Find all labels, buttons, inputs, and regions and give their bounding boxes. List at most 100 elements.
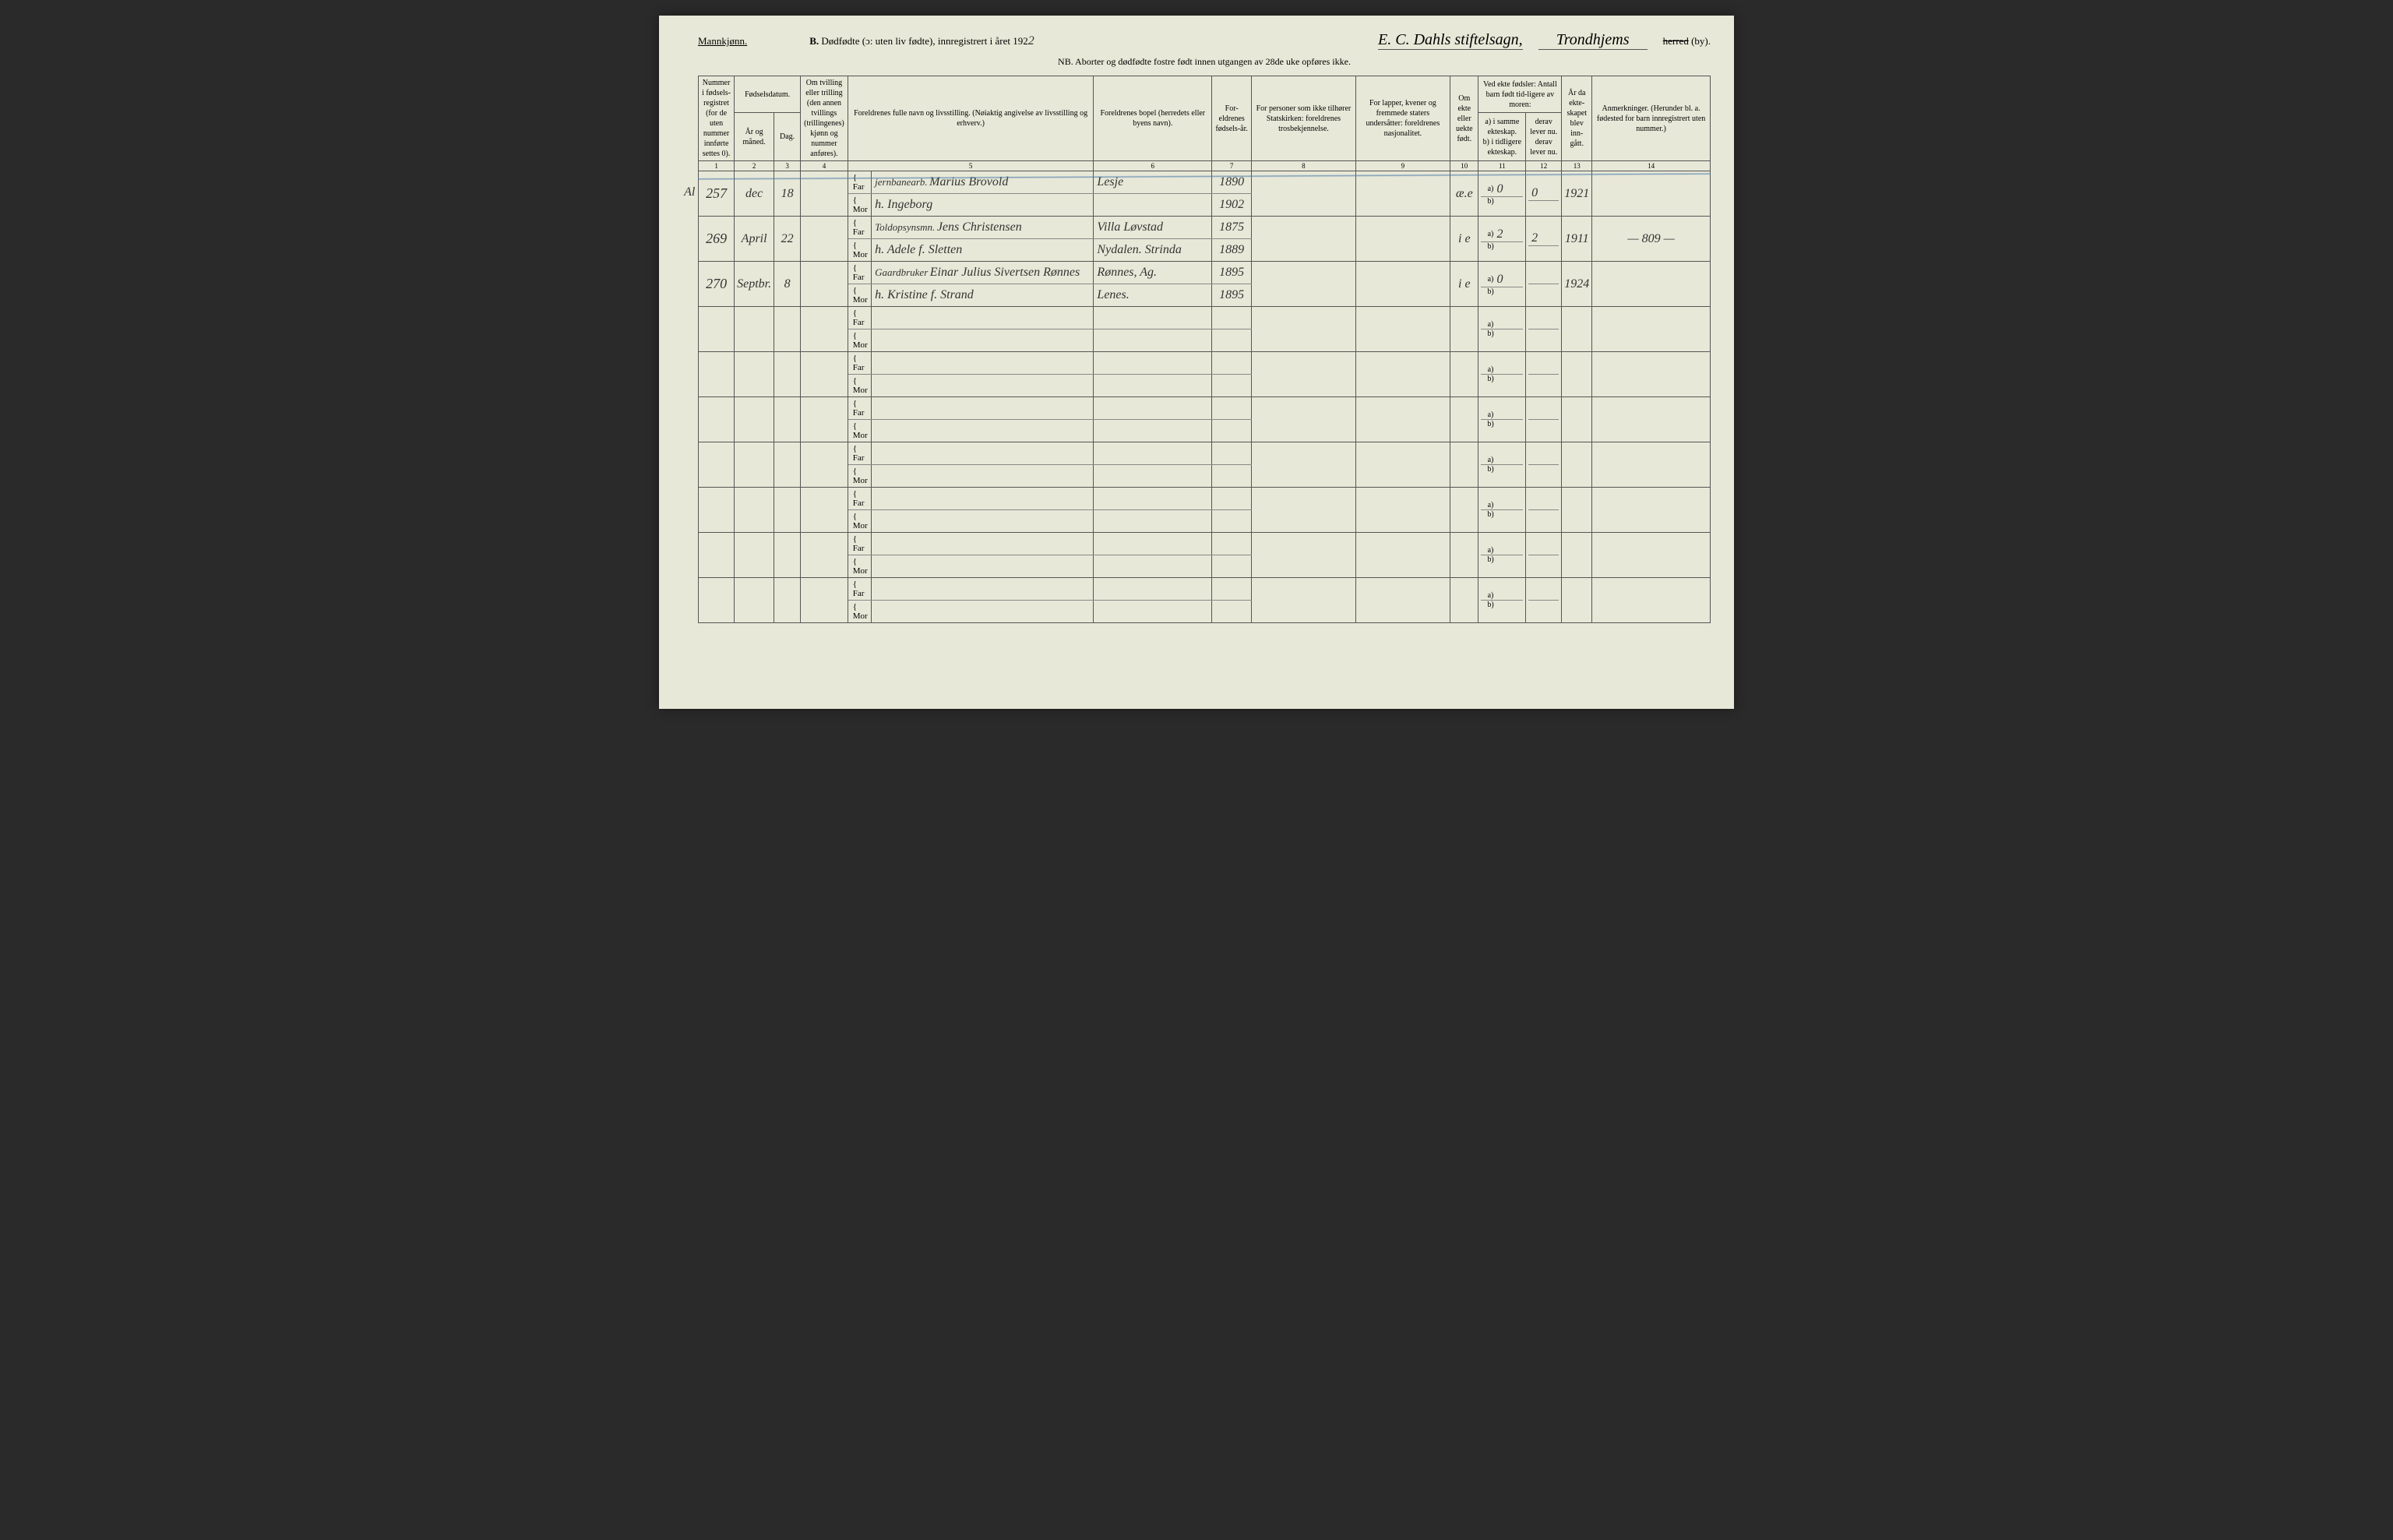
cell xyxy=(699,352,735,397)
cell: Nydalen. Strinda xyxy=(1094,239,1212,262)
cell xyxy=(1212,601,1252,623)
district-field: Trondhjems xyxy=(1538,31,1648,50)
table-row: { Fara)b) xyxy=(699,307,1711,329)
cell: a)0b) xyxy=(1478,171,1526,217)
cell xyxy=(774,307,801,352)
cell: Septbr. xyxy=(735,262,774,307)
colnum-9: 9 xyxy=(1355,161,1450,171)
cell xyxy=(872,329,1094,352)
cell xyxy=(1526,352,1562,397)
cell: 0 xyxy=(1526,171,1562,217)
section-b: B. Dødfødte (ɔ: uten liv fødte), innregi… xyxy=(809,34,1034,48)
register-table: Nummer i fødsels-registret (for de uten … xyxy=(698,76,1711,623)
cell xyxy=(1526,578,1562,623)
cell xyxy=(1450,442,1478,488)
colnum-8: 8 xyxy=(1252,161,1356,171)
table-row: 270Septbr.8{ FarGaardbruker Einar Julius… xyxy=(699,262,1711,284)
table-row: 269April22{ FarToldopsynsmn. Jens Christ… xyxy=(699,217,1711,239)
cell xyxy=(1526,488,1562,533)
table-row: { Fara)b) xyxy=(699,352,1711,375)
cell xyxy=(801,352,848,397)
cell: { Mor xyxy=(848,239,871,262)
cell xyxy=(1094,578,1212,601)
colnum-10: 10 xyxy=(1450,161,1478,171)
cell xyxy=(872,397,1094,420)
cell: a)b) xyxy=(1478,488,1526,533)
cell xyxy=(1094,533,1212,555)
cell: { Far xyxy=(848,578,871,601)
cell xyxy=(1094,194,1212,217)
cell xyxy=(774,352,801,397)
cell xyxy=(699,488,735,533)
cell xyxy=(1592,578,1711,623)
cell xyxy=(1094,465,1212,488)
cell xyxy=(1355,262,1450,307)
col-10: Om ekte eller uekte født. xyxy=(1450,76,1478,161)
cell xyxy=(801,533,848,578)
cell xyxy=(1592,171,1711,217)
colnum-1: 1 xyxy=(699,161,735,171)
cell: Lenes. xyxy=(1094,284,1212,307)
cell xyxy=(1212,329,1252,352)
cell: { Far xyxy=(848,488,871,510)
cell: 1895 xyxy=(1212,262,1252,284)
col-5: Foreldrenes fulle navn og livsstilling. … xyxy=(848,76,1094,161)
cell xyxy=(735,352,774,397)
colnum-12: 12 xyxy=(1526,161,1562,171)
col-13: År da ekte-skapet blev inn-gått. xyxy=(1562,76,1592,161)
cell xyxy=(1094,555,1212,578)
cell xyxy=(1592,533,1711,578)
cell xyxy=(1094,442,1212,465)
cell: { Mor xyxy=(848,420,871,442)
cell xyxy=(1252,533,1356,578)
cell xyxy=(699,578,735,623)
cell xyxy=(1252,488,1356,533)
cell xyxy=(1094,375,1212,397)
cell xyxy=(735,307,774,352)
cell xyxy=(735,397,774,442)
cell xyxy=(801,397,848,442)
cell: a)2b) xyxy=(1478,217,1526,262)
header-row-1: Mannkjønn. B. Dødfødte (ɔ: uten liv født… xyxy=(698,31,1711,50)
cell xyxy=(1094,329,1212,352)
cell xyxy=(872,601,1094,623)
gender-label: Mannkjønn. xyxy=(698,35,747,48)
cell xyxy=(1252,442,1356,488)
cell xyxy=(801,442,848,488)
cell xyxy=(1094,510,1212,533)
col-8: For personer som ikke tilhører Statskirk… xyxy=(1252,76,1356,161)
cell xyxy=(1355,488,1450,533)
cell xyxy=(1212,375,1252,397)
cell: { Far xyxy=(848,352,871,375)
cell: { Far xyxy=(848,533,871,555)
cell xyxy=(1526,442,1562,488)
cell xyxy=(872,533,1094,555)
colnum-13: 13 xyxy=(1562,161,1592,171)
cell xyxy=(774,578,801,623)
cell xyxy=(1355,578,1450,623)
cell: 1875 xyxy=(1212,217,1252,239)
cell xyxy=(735,442,774,488)
column-numbers-row: 1234567891011121314 xyxy=(699,161,1711,171)
cell xyxy=(1355,217,1450,262)
cell: 1889 xyxy=(1212,239,1252,262)
cell xyxy=(1562,397,1592,442)
colnum-2: 2 xyxy=(735,161,774,171)
cell xyxy=(1355,533,1450,578)
cell xyxy=(1212,465,1252,488)
cell xyxy=(1212,352,1252,375)
cell: h. Ingeborg xyxy=(872,194,1094,217)
cell xyxy=(774,488,801,533)
herred-by: herred (by). xyxy=(1663,35,1711,48)
colnum-7: 7 xyxy=(1212,161,1252,171)
cell: 2 xyxy=(1526,217,1562,262)
nb-note: NB. Aborter og dødfødte fostre født inne… xyxy=(698,56,1711,68)
cell: 8 xyxy=(774,262,801,307)
cell xyxy=(1212,510,1252,533)
cell: Rønnes, Ag. xyxy=(1094,262,1212,284)
cell: jernbanearb. Marius Brovold xyxy=(872,171,1094,194)
cell: { Far xyxy=(848,397,871,420)
cell xyxy=(1562,352,1592,397)
cell xyxy=(1355,352,1450,397)
cell xyxy=(1094,307,1212,329)
